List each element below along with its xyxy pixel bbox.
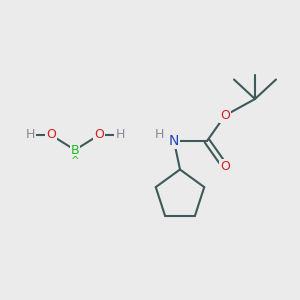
Text: ^: ^ (70, 156, 80, 167)
Text: H: H (25, 128, 35, 142)
Text: B: B (71, 143, 79, 157)
Text: O: O (220, 109, 230, 122)
Text: O: O (46, 128, 56, 142)
Text: H: H (154, 128, 164, 142)
Text: O: O (220, 160, 230, 173)
Text: H: H (115, 128, 125, 142)
Text: O: O (94, 128, 104, 142)
Text: N: N (169, 134, 179, 148)
